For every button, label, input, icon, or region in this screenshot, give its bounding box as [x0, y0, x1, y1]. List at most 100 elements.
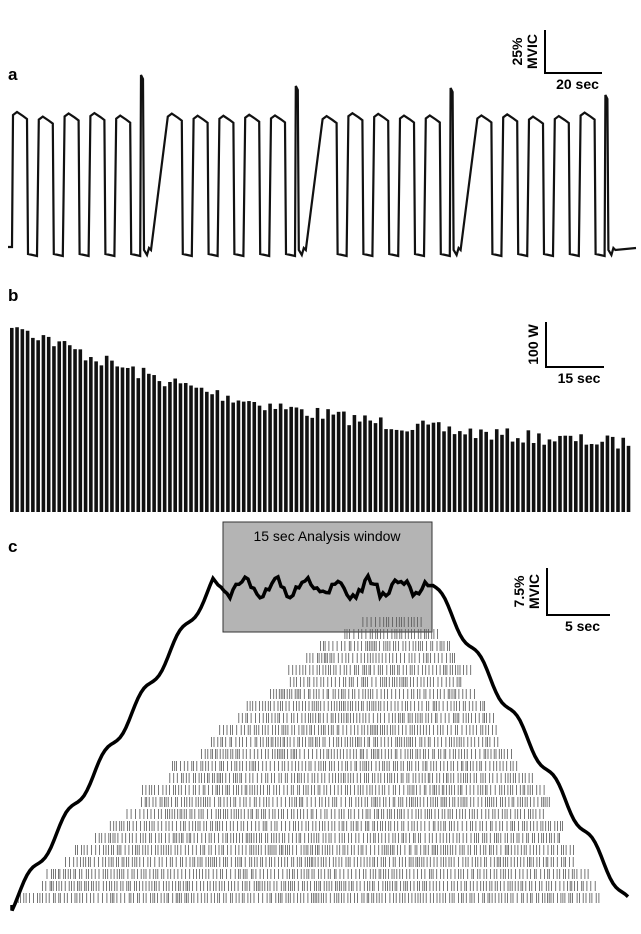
power-bar: [352, 415, 357, 512]
spike-train: [211, 737, 499, 747]
power-bar: [447, 426, 452, 512]
power-bar: [157, 381, 162, 512]
power-bar: [31, 337, 35, 512]
power-bar: [463, 434, 467, 512]
power-bar: [505, 428, 510, 512]
power-bar: [273, 408, 278, 512]
power-bar: [205, 391, 209, 512]
power-bar: [194, 387, 199, 512]
scale-bar-label: 100 W: [525, 323, 541, 364]
power-bar: [162, 386, 167, 512]
power-bar: [342, 411, 346, 512]
power-bar: [73, 349, 77, 512]
spike-train: [42, 881, 596, 891]
power-bar: [336, 411, 341, 512]
power-bar: [605, 435, 610, 512]
power-bar: [110, 360, 114, 512]
power-bar: [52, 346, 56, 512]
power-bar: [347, 425, 351, 512]
scale-bar-label: MVIC: [526, 574, 542, 609]
power-bar: [542, 444, 546, 512]
power-bar: [626, 445, 631, 512]
power-bar: [547, 439, 552, 512]
power-bar: [616, 448, 620, 512]
annotation: 15 sec Analysis window: [253, 528, 401, 544]
power-bar: [589, 443, 594, 512]
power-bar: [394, 429, 399, 512]
spike-train: [288, 665, 472, 675]
spike-train: [17, 893, 600, 903]
power-bar: [104, 355, 109, 512]
power-bar: [479, 429, 483, 512]
power-bar: [252, 401, 257, 512]
power-bar: [20, 329, 25, 512]
spike-train: [141, 797, 550, 807]
power-bar: [426, 424, 431, 512]
spike-train: [219, 725, 497, 735]
power-bar: [41, 335, 46, 512]
force-trace: [8, 74, 637, 258]
power-bar: [173, 378, 177, 512]
spike-train: [246, 701, 485, 711]
power-bar: [10, 327, 14, 512]
power-bar: [531, 442, 536, 512]
power-bar: [574, 441, 578, 512]
power-bar: [621, 437, 626, 512]
scale-bar: [546, 568, 610, 616]
power-bar: [405, 431, 409, 512]
scale-bar: [544, 30, 602, 74]
spike-train: [95, 833, 560, 843]
power-bar: [83, 360, 88, 512]
power-bar: [568, 435, 573, 512]
scale-bar-label: 15 sec: [558, 370, 601, 386]
panel-label: b: [8, 286, 18, 305]
power-bar: [321, 418, 325, 512]
scale-bar: [545, 322, 604, 368]
power-bar: [257, 405, 262, 512]
power-bar: [537, 433, 541, 512]
spike-train: [172, 761, 518, 771]
power-bar: [558, 435, 562, 512]
power-bar: [294, 407, 299, 512]
power-bar: [215, 390, 220, 512]
power-bar: [452, 434, 457, 512]
power-bar: [421, 420, 425, 512]
spike-train: [270, 689, 475, 699]
power-bar: [189, 385, 193, 512]
scale-bar-label: 20 sec: [556, 76, 599, 92]
power-bar: [431, 422, 436, 512]
power-bar: [326, 409, 330, 512]
power-bar: [220, 400, 225, 512]
spike-train: [75, 845, 574, 855]
power-bar: [115, 366, 120, 512]
spike-train: [362, 617, 422, 627]
power-bar: [579, 434, 583, 512]
power-bar: [46, 336, 51, 512]
power-bar: [152, 375, 156, 512]
power-bar: [552, 441, 557, 512]
power-bar: [263, 410, 267, 512]
power-bar: [458, 431, 462, 512]
spike-train: [65, 857, 574, 867]
spike-train: [344, 629, 438, 639]
power-bar: [584, 444, 589, 512]
power-bar: [299, 409, 304, 512]
power-bar: [468, 428, 473, 512]
power-bar: [310, 417, 315, 512]
power-bar: [141, 367, 146, 512]
power-bar: [78, 349, 83, 512]
power-bar: [305, 415, 309, 512]
traces: [8, 74, 637, 912]
power-bar: [94, 361, 98, 512]
power-bar: [125, 367, 130, 512]
power-bar: [363, 415, 367, 512]
power-bar: [516, 438, 520, 512]
power-bar: [484, 431, 488, 512]
force-ramp: [10, 571, 630, 912]
power-bar: [289, 406, 293, 512]
power-bar: [595, 444, 599, 512]
power-bar: [563, 435, 568, 512]
power-bar: [226, 395, 230, 512]
spike-train: [238, 713, 494, 723]
